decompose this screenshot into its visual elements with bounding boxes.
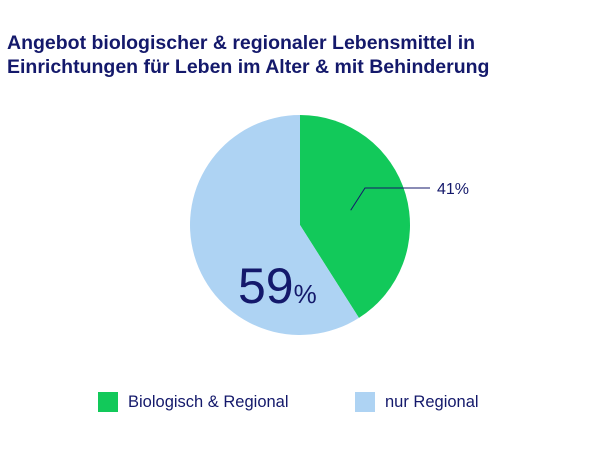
chart-title: Angebot biologischer & regionaler Lebens… bbox=[7, 31, 592, 79]
data-label-nur-regional: 59% bbox=[238, 258, 317, 314]
chart-title-line-2: Einrichtungen für Leben im Alter & mit B… bbox=[7, 56, 490, 78]
chart-title-line-1: Angebot biologischer & regionaler Lebens… bbox=[7, 32, 476, 54]
pie-slice-biologisch-regional bbox=[300, 115, 410, 318]
pie-slice-nur-regional bbox=[189, 115, 359, 335]
data-label-biologisch-regional: 41% bbox=[437, 181, 469, 198]
leader-line-biologisch-regional bbox=[350, 187, 430, 211]
